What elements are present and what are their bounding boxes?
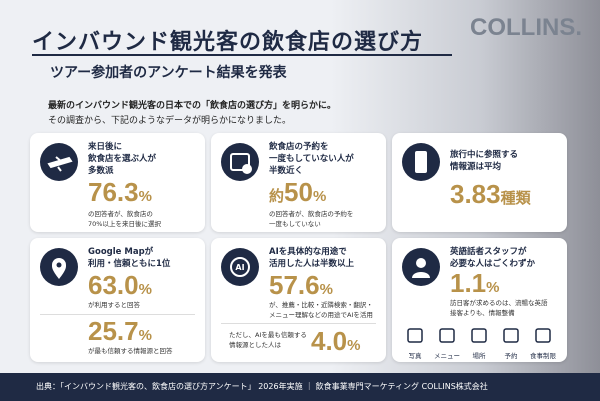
card: 英語話者スタッフが 必要な人はごくわずか 1.1% 訪日客が求めるのは、流暢な英語… [392, 238, 567, 362]
feature-label: 写真 [408, 352, 422, 360]
card: AI AIを具体的な用途で 活用した人は半数以上 57.6% が、推薦・比較・近隣… [211, 238, 386, 362]
heading: Google Mapが [88, 247, 154, 257]
note: 70%以上を来日後に選択 [88, 220, 161, 228]
heading: 飲食店の予約を [269, 142, 329, 152]
unit: % [319, 281, 333, 298]
stat: 63.0 [88, 270, 139, 300]
note: の回答者が、飲食店の [88, 210, 153, 218]
intro: その調査から、下記のようなデータが明らかになりました。 [48, 116, 292, 126]
unit: % [347, 337, 361, 354]
card: 旅行中に参照する 情報源は平均 3.83種類 [392, 133, 567, 232]
stat: 1.1 [450, 268, 487, 298]
heading: 来日後に [88, 142, 123, 152]
unit: % [138, 281, 152, 298]
footer: 出典：「インバウンド観光客の、飲食店の選び方アンケート」 2026年実施 ｜ 飲… [0, 373, 600, 401]
icon [402, 248, 440, 286]
note: 接客よりも、情報整備 [450, 309, 515, 317]
stat: 57.6 [269, 270, 320, 300]
icon: AI [221, 248, 259, 286]
stat: 50 [284, 177, 313, 207]
feature-icon: 予約 [496, 326, 526, 360]
subtitle: ツアー参加者のアンケート結果を発表 [50, 65, 287, 81]
note: の回答者が、飲食店の予約を [269, 210, 354, 218]
note: 一度もしていない [269, 220, 321, 228]
heading: AIを具体的な用途で [269, 247, 347, 257]
heading: 一度もしていない人が [269, 154, 354, 164]
unit: % [138, 188, 152, 205]
feature-icon: 食事制限 [528, 326, 558, 360]
title: インバウンド観光客の飲食店の選び方 [32, 30, 424, 55]
heading: 利用・信頼ともに1位 [88, 259, 171, 269]
unit: % [138, 327, 152, 344]
feature-icon: メニュー [432, 326, 462, 360]
heading: 必要な人はごくわずか [450, 259, 536, 269]
heading: 活用した人は半数以上 [269, 259, 355, 269]
icon [40, 143, 78, 181]
icon [221, 143, 259, 181]
card: Google Mapが利用・信頼ともに1位 63.0% が利用すると回答 25.… [30, 238, 205, 362]
note: ただし、AIを最も信頼する [229, 331, 307, 339]
feature-icon: 場所 [464, 326, 494, 360]
heading: 英語話者スタッフが [450, 247, 527, 257]
unit: % [312, 188, 327, 205]
heading: 飲食店を選ぶ人が [88, 154, 157, 164]
feature-label: 予約 [504, 352, 518, 360]
feature-icon: 写真 [400, 326, 430, 360]
note: が、推薦・比較・近隣検索・翻訳・ [269, 301, 373, 309]
divider [40, 314, 195, 315]
stat: 4.0 [311, 326, 348, 356]
heading: 半数近く [269, 166, 304, 176]
stat: 76.3 [88, 177, 139, 207]
svg-text:AI: AI [235, 263, 244, 272]
note: 情報源とした人は [229, 341, 281, 349]
note: が最も信頼する情報源と回答 [88, 347, 173, 355]
card: 来日後に飲食店を選ぶ人が 多数派 76.3% の回答者が、飲食店の 70%以上を来日… [30, 133, 205, 232]
card: 飲食店の予約を一度もしていない人が 半数近く 約50% の回答者が、飲食店の予約を… [211, 133, 386, 232]
brand: COLLINS. [470, 14, 582, 41]
unit: 種類 [500, 190, 531, 207]
feature-label: 食事制限 [530, 352, 556, 360]
heading: 多数派 [88, 166, 114, 176]
stat: 3.83 [450, 179, 501, 209]
icon [402, 143, 440, 181]
feature-label: メニュー [434, 352, 460, 360]
prefix: 約 [269, 188, 285, 205]
stat: 25.7 [88, 316, 139, 346]
heading: 情報源は平均 [450, 162, 502, 172]
feature-label: 場所 [472, 352, 486, 360]
note: 訪日客が求めるのは、流暢な英語 [450, 299, 548, 307]
icon-row: 写真 メニュー 場所 予約 食事制限 [400, 326, 560, 360]
unit: % [486, 279, 500, 296]
note: メニュー理解などの用途でAIを活用 [269, 311, 373, 319]
title-rule [32, 54, 452, 56]
note: が利用すると回答 [88, 301, 140, 309]
divider [221, 323, 376, 324]
icon [40, 248, 78, 286]
heading: 旅行中に参照する [450, 150, 519, 160]
intro: 最新のインバウンド観光客の日本での「飲食店の選び方」を明らかに。 [48, 101, 337, 111]
